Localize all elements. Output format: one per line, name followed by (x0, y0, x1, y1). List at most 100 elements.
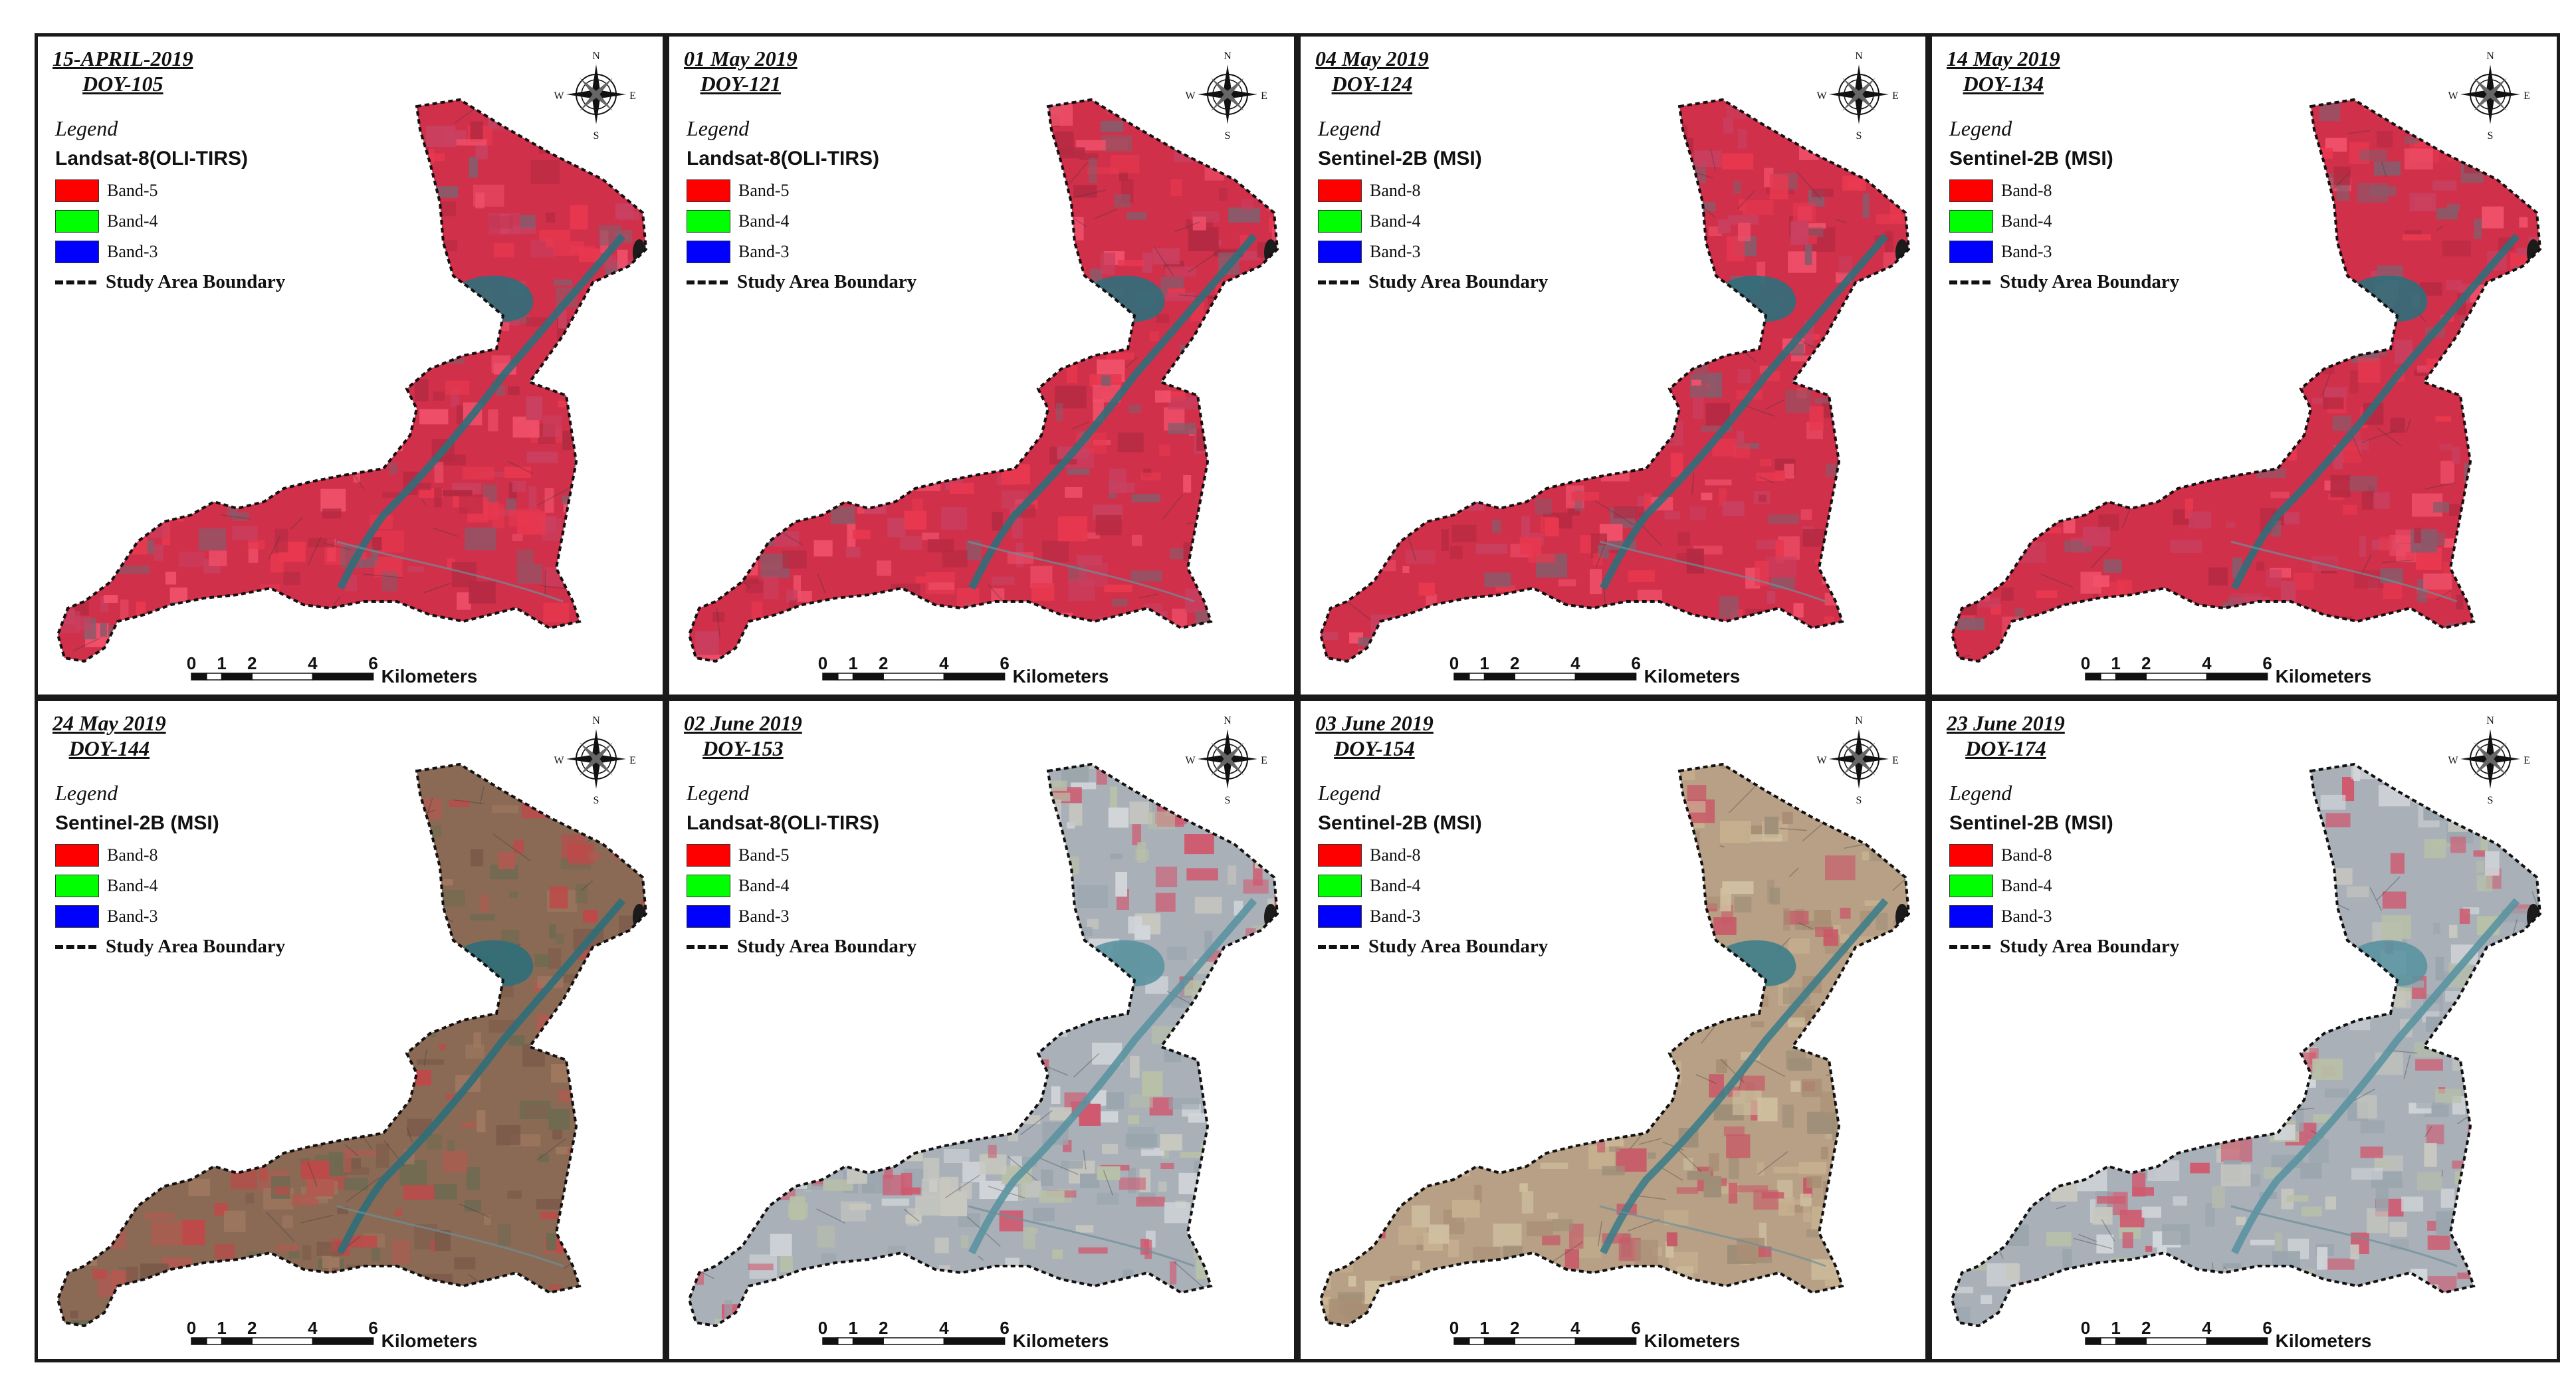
map-panel: 15-APRIL-2019 DOY-105 Legend Landsat-8(OLI-… (35, 33, 666, 698)
scale-tick-label: 6 (2262, 1318, 2272, 1338)
band-color-swatch (687, 210, 730, 233)
legend-band-row: Band-5 (687, 840, 916, 871)
legend-boundary-row: Study Area Boundary (1949, 936, 2179, 958)
scale-tick-label: 4 (308, 653, 318, 673)
compass-label-w: W (1816, 90, 1827, 102)
compass-label-n: N (1224, 715, 1232, 726)
acquisition-date: 14 May 2019 (1947, 47, 2060, 70)
acquisition-date: 23 June 2019 (1947, 711, 2065, 735)
map-panel: 23 June 2019 DOY-174 Legend Sentinel-2B (MS… (1929, 698, 2560, 1362)
scale-tick-label: 6 (1000, 1318, 1009, 1338)
band-label: Band-3 (107, 242, 158, 261)
scale-tick-label: 0 (2081, 653, 2090, 673)
compass-rose-icon: N S E W (2448, 51, 2529, 142)
band-color-swatch (1318, 844, 1362, 867)
compass-label-s: S (593, 130, 599, 142)
compass-label-s: S (2488, 130, 2494, 142)
sensor-name: Landsat-8(OLI-TIRS) (55, 148, 248, 169)
band-color-swatch (1949, 241, 1993, 263)
band-label: Band-3 (2001, 907, 2052, 926)
legend-band-row: Band-8 (1949, 840, 2179, 871)
legend-band-row: Band-4 (55, 871, 285, 901)
compass-label-n: N (592, 51, 600, 62)
band-color-swatch (687, 844, 730, 867)
band-color-swatch (687, 875, 730, 897)
scale-unit-label: Kilometers (1644, 1331, 1741, 1351)
panel-title: 14 May 2019 DOY-134 (1947, 46, 2060, 96)
scale-tick-label: 2 (247, 1318, 257, 1338)
study-area-boundary (1319, 762, 1911, 1328)
legend-band-row: Band-4 (1949, 206, 2179, 237)
legend: Legend Landsat-8(OLI-TIRS) Band-5 Band-4 Ban… (687, 781, 916, 958)
compass-label-n: N (1224, 51, 1232, 62)
band-color-swatch (687, 905, 730, 928)
legend-band-row: Band-8 (1949, 175, 2179, 206)
scale-tick-label: 2 (2141, 653, 2151, 673)
panel-title: 04 May 2019 DOY-124 (1315, 46, 1429, 96)
panel-title: 15-APRIL-2019 DOY-105 (53, 46, 193, 96)
boundary-label: Study Area Boundary (106, 271, 286, 292)
sensor-name: Landsat-8(OLI-TIRS) (687, 148, 879, 169)
legend: Legend Landsat-8(OLI-TIRS) Band-5 Band-4 Ban… (687, 116, 916, 293)
compass-rose-icon: N S E W (1185, 51, 1267, 142)
canal (337, 233, 626, 590)
scale-unit-label: Kilometers (1013, 666, 1109, 687)
map-panel: 24 May 2019 DOY-144 Legend Sentinel-2B (MSI… (35, 698, 666, 1362)
band-label: Band-8 (2001, 181, 2052, 200)
compass-label-e: E (1261, 90, 1267, 102)
map-panel: 01 May 2019 DOY-121 Legend Landsat-8(OLI-TI… (666, 33, 1297, 698)
boundary-label: Study Area Boundary (2000, 271, 2180, 292)
study-area-map (687, 762, 1279, 1328)
band-label: Band-4 (2001, 211, 2052, 231)
study-area-map (1950, 98, 2542, 663)
boundary-label: Study Area Boundary (1368, 271, 1549, 292)
band-color-swatch (1318, 875, 1362, 897)
legend-band-row: Band-5 (687, 175, 916, 206)
panel-title: 24 May 2019 DOY-144 (53, 710, 166, 761)
study-area-boundary (56, 762, 648, 1328)
scale-tick-label: 6 (1631, 653, 1640, 673)
legend-boundary-row: Study Area Boundary (1318, 271, 1548, 293)
dashed-line-symbol (1318, 944, 1359, 949)
legend: Legend Sentinel-2B (MSI) Band-8 Band-4 Band-… (1318, 116, 1548, 293)
map-panel: 14 May 2019 DOY-134 Legend Sentinel-2B (MSI… (1929, 33, 2560, 698)
band-label: Band-3 (1370, 907, 1421, 926)
band-color-swatch (1318, 179, 1362, 202)
boundary-label: Study Area Boundary (2000, 936, 2180, 957)
compass-rose-icon: N S E W (554, 715, 635, 806)
scale-unit-label: Kilometers (2276, 1331, 2372, 1351)
compass-label-e: E (629, 90, 636, 102)
band-label: Band-8 (2001, 845, 2052, 865)
sensor-name: Sentinel-2B (MSI) (55, 812, 219, 834)
band-color-swatch (687, 241, 730, 263)
study-area-map (1950, 762, 2542, 1328)
scale-tick-label: 1 (2111, 1318, 2120, 1338)
band-color-swatch (1949, 844, 1993, 867)
canal (1600, 233, 1889, 590)
boundary-label: Study Area Boundary (1368, 936, 1549, 957)
scale-tick-label: 6 (1631, 1318, 1640, 1338)
sensor-name: Sentinel-2B (MSI) (1318, 812, 1482, 834)
canal (1600, 898, 1889, 1255)
compass-label-s: S (1225, 795, 1231, 806)
legend-band-row: Band-8 (1318, 175, 1548, 206)
acquisition-date: 02 June 2019 (684, 711, 802, 735)
legend-boundary-row: Study Area Boundary (1318, 936, 1548, 958)
legend-heading: Legend (1949, 116, 2012, 140)
study-area-boundary (687, 98, 1279, 663)
scale-unit-label: Kilometers (381, 1331, 478, 1351)
map-panel: 04 May 2019 DOY-124 Legend Sentinel-2B (MSI… (1297, 33, 1929, 698)
compass-label-w: W (1185, 755, 1196, 766)
study-area-map (56, 762, 648, 1328)
scale-tick-label: 6 (368, 653, 377, 673)
boundary-label: Study Area Boundary (106, 936, 286, 957)
day-of-year: DOY-154 (1334, 736, 1415, 760)
legend-band-row: Band-3 (55, 237, 285, 267)
sensor-name: Sentinel-2B (MSI) (1949, 148, 2113, 169)
scale-tick-label: 1 (848, 1318, 857, 1338)
compass-label-w: W (1185, 90, 1196, 102)
